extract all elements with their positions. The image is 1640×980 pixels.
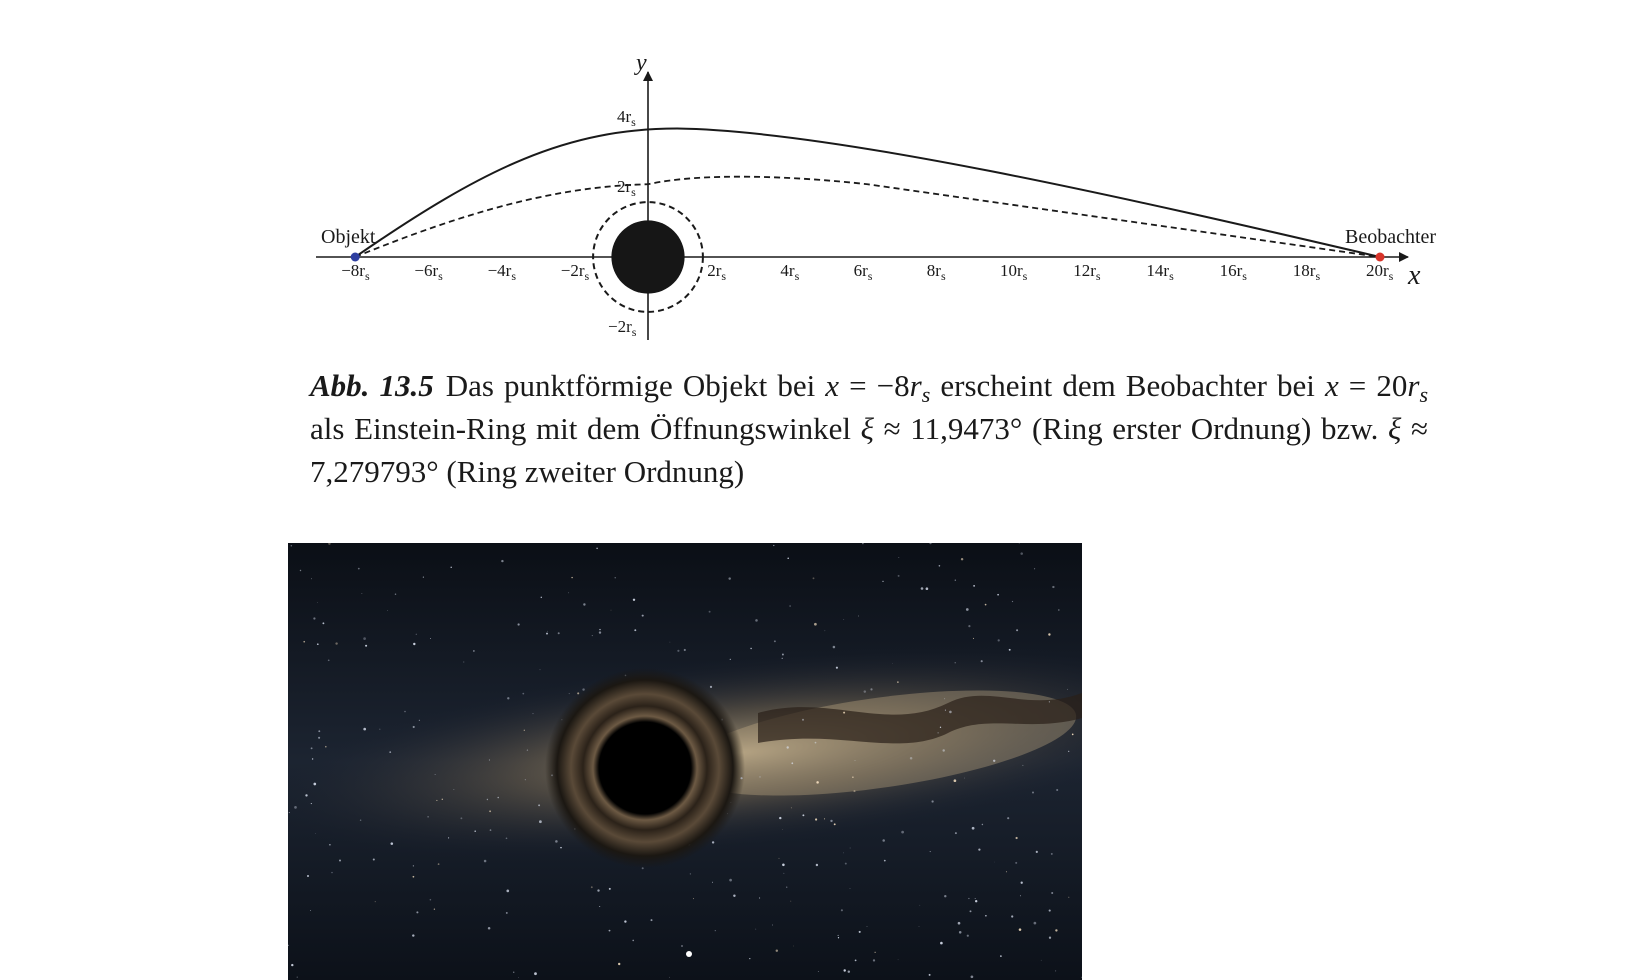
caption-text: = −8	[839, 368, 910, 403]
x-tick-label: −2rs	[561, 261, 590, 283]
caption-sub-s: s	[1419, 382, 1429, 407]
black-hole-render	[288, 543, 1082, 980]
x-tick-label: 14rs	[1146, 261, 1174, 283]
caption-var-r: r	[1407, 368, 1420, 403]
y-tick-label: 4rs	[617, 107, 636, 129]
ray-second-order	[354, 175, 1381, 258]
caption-text: als Einstein-Ring mit dem Öffnungswinkel	[310, 411, 861, 446]
x-tick-label: 6rs	[854, 261, 873, 283]
x-tick-label: 10rs	[1000, 261, 1028, 283]
x-tick-label: 18rs	[1293, 261, 1321, 283]
caption-var-r: r	[909, 368, 922, 403]
figure-caption: Abb. 13.5 Das punktförmige Objekt bei x =…	[310, 364, 1428, 493]
x-tick-label: 16rs	[1220, 261, 1248, 283]
caption-text: ≈ 11,9473° (Ring erster Ordnung) bzw.	[873, 411, 1389, 446]
caption-text: ≈ 7,279793° (Ring zweiter Ordnung)	[310, 411, 1428, 489]
ray-first-order	[354, 127, 1381, 258]
x-tick-label: 20rs	[1366, 261, 1394, 283]
caption-text: erscheint dem Beobachter bei	[930, 368, 1325, 403]
event-horizon-shadow	[602, 725, 688, 811]
y-tick-labels: 4rs 2rs −2rs	[608, 107, 637, 339]
x-tick-label: 4rs	[780, 261, 799, 283]
einstein-ring-diagram: x y −8rs −6rs −4rs −2rs 2rs 4rs 6rs 8rs 10rs 12rs…	[316, 50, 1436, 340]
object-label: Objekt	[321, 226, 376, 248]
y-tick-label: 2rs	[617, 177, 636, 199]
observer-point	[1375, 252, 1385, 262]
caption-var-x: x	[1324, 368, 1339, 403]
x-tick-label: 8rs	[927, 261, 946, 283]
caption-label: Abb. 13.5	[310, 368, 434, 403]
x-tick-label: −4rs	[488, 261, 517, 283]
caption-text: = 20	[1338, 368, 1408, 403]
caption-var-xi: ξ	[1388, 411, 1402, 446]
caption-sub-s: s	[921, 382, 931, 407]
caption-var-xi: ξ	[860, 411, 874, 446]
dust-lane	[758, 693, 1082, 744]
black-hole-disk	[611, 220, 685, 294]
y-tick-label: −2rs	[608, 317, 637, 339]
photon-sphere-circle	[592, 201, 704, 313]
caption-text: Das punktförmige Objekt bei	[445, 368, 826, 403]
x-tick-label: −8rs	[341, 261, 370, 283]
x-tick-label: 2rs	[707, 261, 726, 283]
observer-label: Beobachter	[1345, 226, 1436, 248]
x-tick-label: −6rs	[414, 261, 443, 283]
y-axis-label: y	[634, 50, 647, 76]
star-field	[288, 543, 1082, 979]
black-hole-milky-way-image	[288, 543, 1082, 980]
x-tick-label: 12rs	[1073, 261, 1101, 283]
object-point	[350, 252, 360, 262]
x-tick-labels: −8rs −6rs −4rs −2rs 2rs 4rs 6rs 8rs 10rs 12rs 14rs…	[341, 261, 1393, 283]
x-axis-label: x	[1407, 260, 1421, 291]
bright-star	[686, 951, 692, 957]
caption-var-x: x	[825, 368, 840, 403]
